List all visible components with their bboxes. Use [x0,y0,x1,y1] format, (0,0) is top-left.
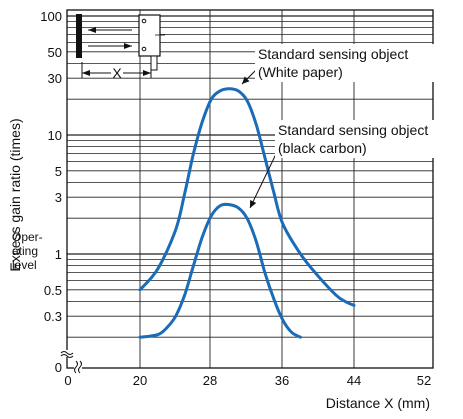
x-tick-label: 44 [347,373,361,388]
x-tick-label: 20 [133,373,147,388]
series-annotation-text: (White paper) [258,64,343,80]
annotation-leaders [241,69,277,209]
axis-break-marks [60,350,82,374]
x-tick-labels: 0 20 28 36 44 52 [64,373,431,388]
leader-arrowhead [242,76,250,84]
x-tick-label: 36 [275,373,289,388]
annotation-box [255,44,445,82]
series-line-white-paper [138,87,356,307]
sensor-body [138,14,161,57]
operating-level-text: ating [12,244,38,258]
sensing-diagram: X [76,14,165,81]
y-tick-label: 1 [55,247,62,262]
y-tick-label: 100 [40,9,62,24]
y-tick-label: 10 [48,128,62,143]
distance-x-marker: X [112,65,122,81]
x-tick-label: 28 [203,373,217,388]
series-annotations: Standard sensing object (White paper) Stan… [255,44,463,158]
operating-level-text: level [12,258,37,272]
y-tick-labels: 100 50 30 10 5 3 1 0.5 0.3 0 [40,9,62,375]
leader-line [249,153,277,209]
y-tick-label: 3 [55,190,62,205]
series-line-black-carbon [138,202,302,339]
series-annotation-text: Standard sensing object [278,122,428,138]
y-tick-label: 0.3 [44,309,62,324]
leader-arrowhead [250,200,257,208]
plot-frame [66,9,434,369]
annotation-box [275,120,463,158]
y-tick-label: 50 [48,45,62,60]
x-axis-label: Distance X (mm) [326,395,430,411]
operating-level-text: Oper- [12,230,43,244]
sensing-object-block [76,14,82,58]
x-tick-label: 0 [64,373,71,388]
y-tick-label: 0 [55,360,62,375]
series-curves [138,87,356,339]
series-annotation-text: Standard sensing object [258,46,408,62]
y-tick-label: 5 [55,164,62,179]
x-tick-label: 52 [417,373,431,388]
y-tick-label: 0.5 [44,283,62,298]
y-tick-label: 30 [48,71,62,86]
y-axis-label: Excess gain ratio (times) [7,118,23,271]
series-annotation-text: (black carbon) [278,140,367,156]
